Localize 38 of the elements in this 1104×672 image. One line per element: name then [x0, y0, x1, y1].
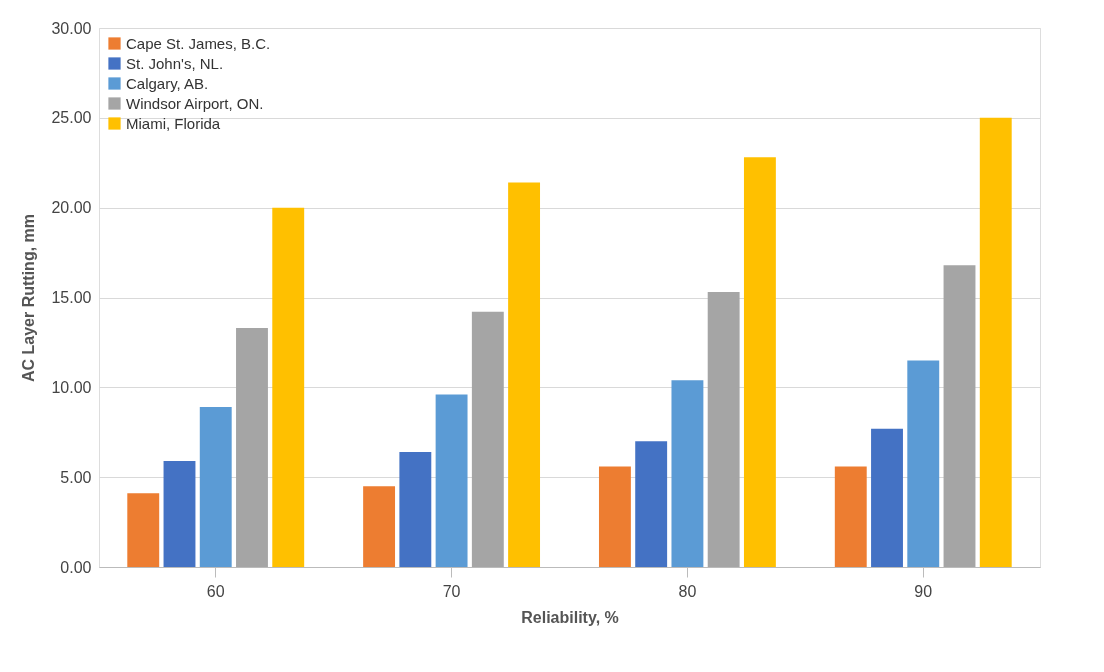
bar	[435, 394, 468, 567]
x-tick-label: 70	[442, 582, 461, 600]
bar	[199, 407, 232, 567]
y-tick-label: 30.00	[51, 19, 92, 37]
y-tick-label: 15.00	[51, 289, 92, 306]
y-tick-label: 5.00	[60, 468, 92, 486]
bar	[399, 452, 432, 567]
bar	[236, 328, 268, 567]
bar	[834, 466, 867, 567]
legend-label: Miami, Florida	[126, 114, 221, 132]
legend-label: St. John's, NL.	[126, 54, 224, 72]
bar	[635, 441, 668, 567]
bar	[943, 265, 976, 567]
bar	[363, 486, 396, 567]
bar	[707, 292, 740, 567]
bar	[871, 428, 903, 567]
bar	[907, 360, 940, 567]
bar	[508, 182, 541, 567]
bar	[979, 117, 1012, 567]
bar	[471, 311, 504, 567]
y-tick-label: 0.00	[60, 558, 92, 576]
bar	[671, 380, 704, 567]
x-tick-label: 60	[206, 582, 225, 600]
y-axis-title: AC Layer Rutting, mm	[20, 213, 38, 383]
bar	[163, 461, 196, 567]
y-tick-label: 20.00	[51, 199, 92, 217]
bar	[272, 207, 305, 567]
legend-label: Windsor Airport, ON.	[126, 94, 264, 112]
x-axis-title: Reliability, %	[521, 608, 619, 626]
x-tick-label: 90	[914, 582, 933, 600]
bar	[743, 157, 776, 567]
y-tick-label: 10.00	[51, 378, 92, 396]
bar	[598, 466, 631, 567]
bar	[127, 493, 160, 567]
legend-label: Cape St. James, B.C.	[126, 34, 271, 52]
legend-label: Calgary, AB.	[126, 74, 209, 92]
x-tick-label: 80	[678, 582, 697, 600]
y-tick-label: 25.00	[51, 109, 92, 127]
